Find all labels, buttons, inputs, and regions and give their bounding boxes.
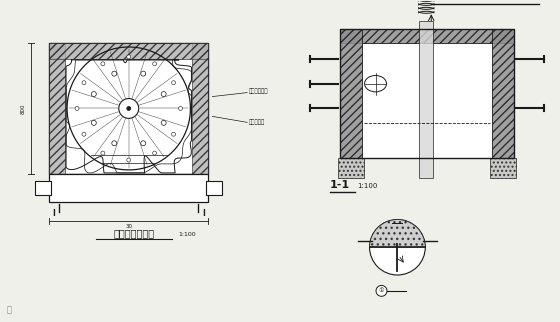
Text: 喷泉喷嘴头: 喷泉喷嘴头	[249, 119, 265, 125]
Circle shape	[171, 132, 175, 136]
Circle shape	[119, 99, 139, 118]
Ellipse shape	[365, 75, 386, 92]
Circle shape	[179, 107, 183, 110]
Circle shape	[91, 91, 96, 97]
Bar	[49, 43, 65, 174]
Circle shape	[161, 120, 166, 125]
Bar	[492, 29, 514, 158]
Circle shape	[141, 71, 146, 76]
Bar	[340, 29, 514, 43]
Bar	[338, 158, 363, 178]
Text: I: I	[202, 209, 205, 218]
Circle shape	[91, 120, 96, 125]
Bar	[340, 29, 362, 158]
Circle shape	[112, 71, 117, 76]
Bar	[340, 29, 514, 158]
Circle shape	[127, 158, 130, 162]
Circle shape	[153, 151, 157, 155]
Bar	[49, 43, 208, 59]
Circle shape	[376, 285, 387, 296]
Circle shape	[161, 91, 166, 97]
Circle shape	[101, 151, 105, 155]
Text: I: I	[53, 209, 55, 218]
Text: 30: 30	[125, 224, 132, 229]
Text: ①: ①	[379, 289, 384, 293]
Circle shape	[171, 81, 175, 85]
Circle shape	[112, 141, 117, 146]
Bar	[193, 43, 208, 174]
Text: 装饰玻璃钢槽: 装饰玻璃钢槽	[249, 89, 269, 94]
Circle shape	[141, 141, 146, 146]
Circle shape	[101, 62, 105, 66]
Bar	[35, 181, 51, 195]
Bar	[340, 29, 514, 158]
Wedge shape	[370, 220, 425, 247]
Circle shape	[75, 107, 79, 110]
Circle shape	[82, 132, 86, 136]
Bar	[207, 181, 222, 195]
Text: 1:100: 1:100	[179, 232, 196, 237]
Bar	[49, 43, 208, 174]
Text: 800: 800	[21, 103, 26, 114]
Text: 页: 页	[6, 306, 11, 315]
Circle shape	[127, 55, 130, 59]
Circle shape	[370, 220, 425, 275]
Circle shape	[82, 81, 86, 85]
Text: 1-1: 1-1	[330, 180, 350, 190]
Circle shape	[127, 107, 130, 110]
Circle shape	[153, 62, 157, 66]
Bar	[49, 174, 208, 202]
Bar	[419, 21, 433, 178]
Text: 喷泉底座平面图: 喷泉底座平面图	[113, 228, 155, 238]
Bar	[490, 158, 516, 178]
Text: 1:100: 1:100	[358, 183, 378, 189]
